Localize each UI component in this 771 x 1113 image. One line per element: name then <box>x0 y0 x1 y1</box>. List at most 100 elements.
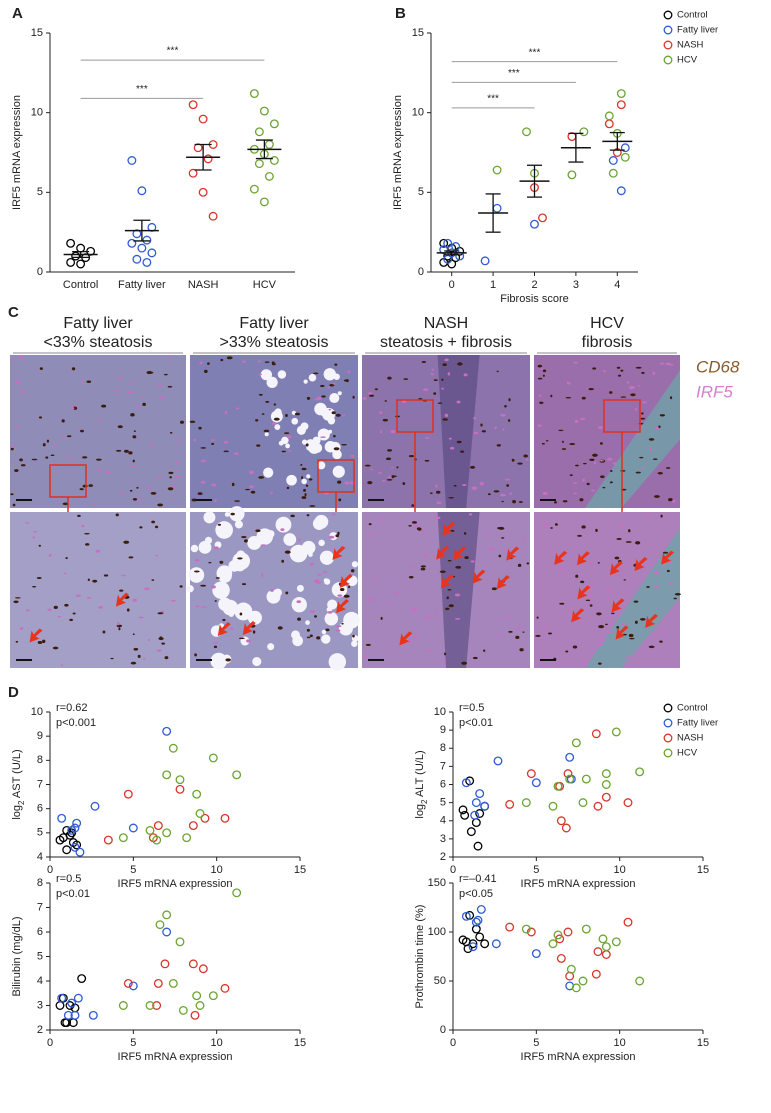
image-header: NASH <box>424 315 468 332</box>
x-tick-label: Control <box>63 279 98 291</box>
stain-dot <box>223 450 229 453</box>
stain-dot <box>473 431 479 435</box>
y-axis-label: log2 ALT (U/L) <box>414 750 429 818</box>
stain-dot <box>305 484 309 487</box>
arrow <box>440 574 454 589</box>
data-point <box>635 767 645 777</box>
stain-dot <box>241 360 246 363</box>
vacuole <box>332 465 345 478</box>
stain-dot <box>509 492 512 496</box>
x-tick-label: 0 <box>47 1037 53 1049</box>
stain-dot <box>306 628 310 632</box>
vacuole <box>222 599 238 616</box>
data-point <box>571 983 581 993</box>
stain-dot <box>15 426 20 428</box>
stain-dot <box>380 519 384 522</box>
vacuole <box>306 474 311 479</box>
stain-dot <box>547 632 553 635</box>
stain-dot <box>309 562 314 566</box>
stain-dot <box>214 546 219 550</box>
stain-dot <box>65 557 68 560</box>
stain-dot <box>395 591 399 595</box>
stain-dot <box>364 464 371 467</box>
vacuole <box>291 596 307 613</box>
stain-dot <box>519 648 524 652</box>
stain-dot <box>479 481 484 486</box>
arrow <box>472 569 486 584</box>
stain-dot <box>444 652 447 656</box>
vacuole <box>296 425 306 435</box>
stain-dot <box>517 462 523 465</box>
stain-dot <box>290 514 295 518</box>
stain-dot <box>515 635 520 639</box>
stain-dot <box>138 616 144 619</box>
legend-label: Control <box>677 703 708 714</box>
data-point <box>461 937 471 947</box>
x-tick-label: 15 <box>294 864 306 876</box>
stain-dot <box>382 418 389 422</box>
stain-dot <box>321 395 326 398</box>
y-tick-label: 0 <box>37 266 43 278</box>
stain-dot <box>67 457 73 460</box>
stain-dot <box>314 615 317 618</box>
stain-dot <box>203 369 208 374</box>
data-point <box>123 789 133 799</box>
arrow <box>571 608 585 623</box>
panel-label: D <box>8 684 19 701</box>
y-tick-label: 5 <box>418 186 424 198</box>
stain-dot <box>558 429 564 432</box>
data-point <box>553 930 563 940</box>
stain-dot <box>13 600 19 604</box>
data-point <box>153 821 163 831</box>
data-point <box>190 1010 200 1020</box>
stain-dot <box>198 426 202 430</box>
data-point <box>152 835 162 845</box>
stain-dot <box>457 362 463 366</box>
y-tick-label: 5 <box>440 797 446 809</box>
image-header: fibrosis <box>582 334 633 351</box>
panel-label: B <box>395 5 406 22</box>
annotation: r=0.62 <box>56 702 88 714</box>
data-point <box>593 801 603 811</box>
stain-dot <box>481 430 486 433</box>
legend-label: Control <box>677 10 708 21</box>
data-point <box>67 825 77 835</box>
stain-dot <box>167 487 174 491</box>
data-point <box>601 792 611 802</box>
stain-dot <box>599 442 603 445</box>
stain-dot <box>646 586 650 588</box>
stain-dot <box>339 587 345 592</box>
stain-dot <box>668 498 673 502</box>
y-tick-label: 10 <box>412 107 424 119</box>
y-axis-label: IRF5 mRNA expression <box>11 95 23 210</box>
x-tick-label: 4 <box>614 279 620 291</box>
data-point <box>71 251 81 261</box>
stain-dot <box>301 467 307 471</box>
stain-dot <box>609 481 613 484</box>
legend-label: HCV <box>677 748 698 759</box>
y-tick-label: 4 <box>440 815 446 827</box>
stain-dot <box>241 535 247 539</box>
stain-dot <box>213 645 218 649</box>
data-point <box>269 156 279 165</box>
stain-dot <box>470 560 475 563</box>
data-point <box>203 154 213 164</box>
stain-dot <box>45 456 49 459</box>
arrow <box>609 561 623 576</box>
stain-dot <box>217 523 222 526</box>
stain-dot <box>641 466 645 470</box>
stain-dot <box>10 493 14 496</box>
y-tick-label: 9 <box>37 730 43 742</box>
stain-dot <box>442 363 447 367</box>
stain-dot <box>671 499 676 503</box>
stain-dot <box>554 523 558 526</box>
data-point <box>142 235 152 245</box>
stain-dot <box>368 598 373 602</box>
stain-dot <box>50 454 55 457</box>
stain-dot <box>662 551 669 554</box>
stain-dot <box>614 556 620 560</box>
stain-dot <box>462 484 467 487</box>
stain-dot <box>581 525 586 529</box>
x-tick-label: NASH <box>188 279 219 291</box>
stain-dot <box>580 580 585 584</box>
